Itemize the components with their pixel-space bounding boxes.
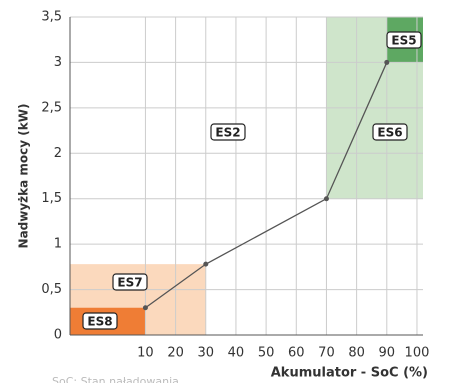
point [203, 261, 209, 267]
region-label: ES2 [215, 126, 240, 140]
point [142, 305, 148, 311]
point [384, 59, 390, 65]
x-tick-label: 80 [348, 346, 365, 361]
y-tick-label: 2 [54, 146, 62, 161]
label-box [210, 123, 246, 141]
x-tick-label: 60 [288, 346, 305, 361]
note: SoC: Stan naładowania [52, 375, 179, 383]
x-tick-label: 70 [318, 346, 335, 361]
region-label: ES8 [87, 315, 112, 329]
label-box [82, 312, 118, 330]
y-tick-label: 1 [54, 237, 62, 252]
y-tick-label: 0 [54, 328, 62, 343]
x-axis-label: Akumulator - SoC (%) [271, 366, 428, 381]
y-tick-label: 2,5 [41, 100, 62, 115]
y-axis-label: Nadwyżka mocy (kW) [17, 104, 31, 249]
x-tick-label: 90 [379, 346, 396, 361]
label-box [386, 31, 422, 49]
y-tick-label: 3 [54, 55, 62, 70]
y-tick-label: 3,5 [41, 10, 62, 25]
line [145, 62, 388, 309]
label-box [372, 123, 408, 141]
region-label: ES6 [377, 126, 402, 140]
x-tick-label: 40 [228, 346, 245, 361]
label-box [112, 273, 148, 291]
x-tick-label: 20 [167, 346, 184, 361]
x-tick-label: 100 [405, 346, 430, 361]
y-tick-label: 1,5 [41, 191, 62, 206]
region-label: ES7 [117, 276, 142, 290]
point [323, 196, 329, 202]
x-tick-label: 50 [258, 346, 275, 361]
region-label: ES5 [391, 34, 416, 48]
y-tick-label: 0,5 [41, 282, 62, 297]
x-tick-label: 10 [137, 346, 154, 361]
x-tick-label: 30 [197, 346, 214, 361]
